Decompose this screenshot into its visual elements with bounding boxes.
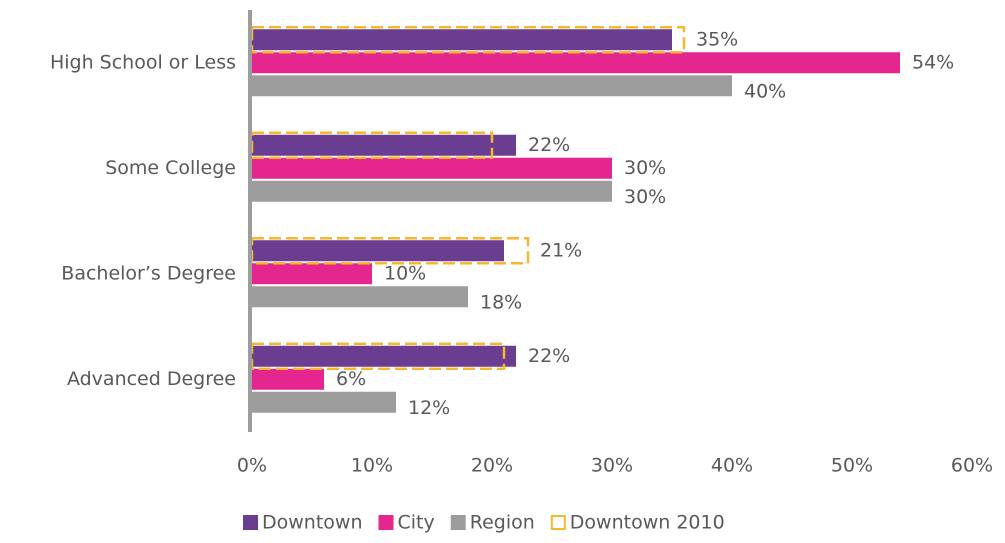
bar	[252, 391, 396, 413]
x-tick-label: 50%	[831, 455, 873, 477]
legend-label: City	[398, 512, 435, 534]
legend-swatch	[243, 515, 258, 530]
x-tick-label: 60%	[951, 455, 993, 477]
bar	[252, 75, 732, 97]
value-label: 10%	[384, 262, 426, 284]
value-label: 40%	[744, 80, 786, 102]
bar	[252, 180, 612, 202]
value-label: 30%	[624, 186, 666, 208]
category-label: High School or Less	[50, 51, 236, 73]
bar	[252, 240, 504, 262]
value-label: 22%	[528, 345, 570, 367]
value-label: 21%	[540, 239, 582, 261]
outline-bar	[250, 342, 506, 370]
legend-swatch	[378, 515, 394, 530]
legend-label: Region	[470, 512, 535, 534]
x-tick-label: 10%	[351, 455, 393, 477]
bar	[252, 368, 324, 390]
value-label: 18%	[480, 291, 522, 313]
legend-label: Downtown	[262, 512, 363, 534]
bar	[252, 263, 372, 285]
x-tick-label: 0%	[237, 455, 267, 477]
category-label: Some College	[105, 157, 236, 179]
bar	[252, 157, 612, 179]
bar	[252, 52, 900, 74]
category-label: Bachelor’s Degree	[61, 262, 236, 284]
x-tick-label: 30%	[591, 455, 633, 477]
value-label: 22%	[528, 134, 570, 156]
value-label: 12%	[408, 397, 450, 419]
value-label: 30%	[624, 157, 666, 179]
bar	[252, 345, 516, 367]
x-tick-label: 20%	[471, 455, 513, 477]
value-label: 54%	[912, 51, 954, 73]
value-label: 6%	[336, 368, 366, 390]
legend-label: Downtown 2010	[570, 512, 725, 534]
value-label: 35%	[696, 28, 738, 50]
bar	[252, 286, 468, 308]
legend-swatch	[550, 515, 566, 530]
category-label: Advanced Degree	[67, 368, 236, 390]
bar	[252, 134, 516, 156]
x-tick-label: 40%	[711, 455, 753, 477]
legend-swatch	[450, 515, 466, 530]
bar	[252, 29, 672, 51]
